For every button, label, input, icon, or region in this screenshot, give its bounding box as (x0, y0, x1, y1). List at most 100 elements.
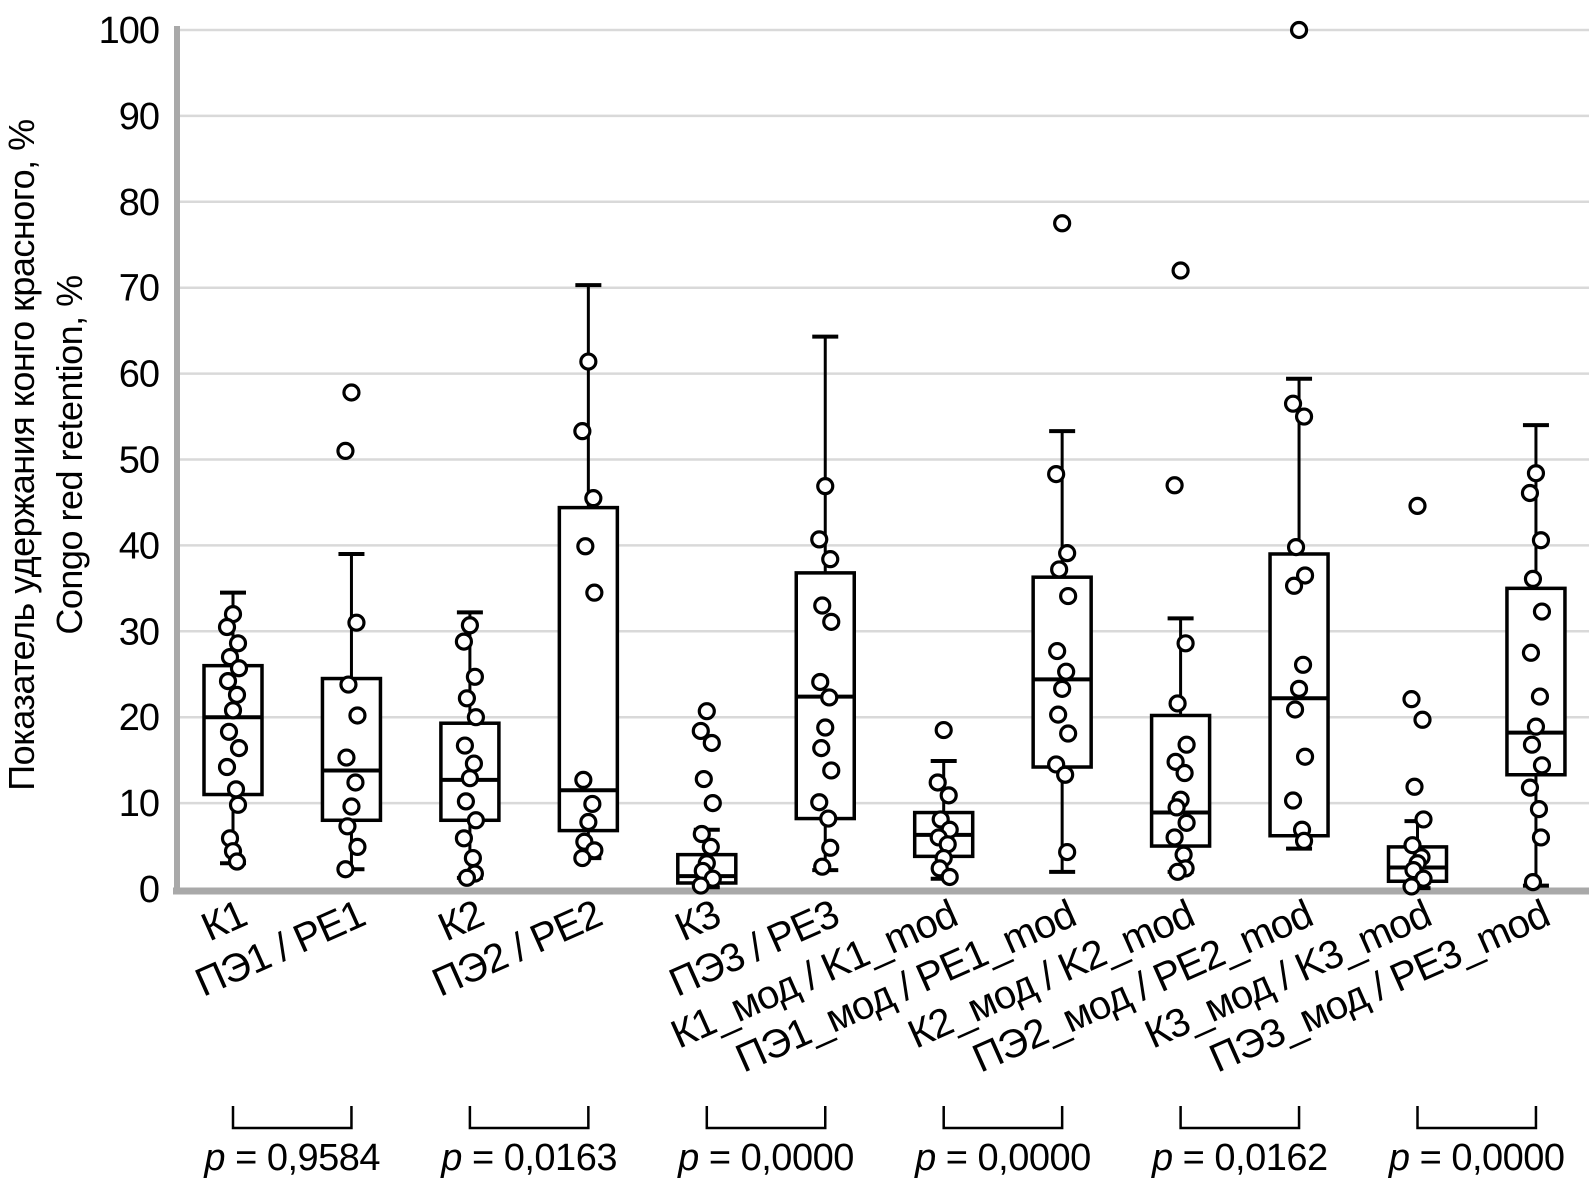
data-point (1523, 873, 1543, 892)
y-tick-label: 30 (119, 611, 159, 653)
p-value-label: p = 0,0000 (1388, 1137, 1565, 1179)
data-point (1529, 800, 1549, 819)
data-point (457, 689, 476, 708)
data-point (228, 634, 248, 653)
boxplot-11 (1386, 496, 1449, 896)
p-value-label: p = 0,0163 (440, 1137, 617, 1179)
data-point (822, 612, 841, 631)
data-point (460, 616, 479, 635)
data-point (1293, 655, 1313, 674)
data-point (1059, 724, 1078, 743)
data-point (1058, 842, 1077, 862)
data-point (466, 708, 485, 727)
data-point (455, 736, 474, 755)
data-point (697, 702, 716, 721)
data-point (336, 860, 355, 879)
data-point (1047, 465, 1066, 484)
data-point (466, 811, 485, 830)
p-value-label: p = 0,0000 (677, 1137, 854, 1179)
comparison-bracket (231, 1106, 353, 1130)
data-point (694, 769, 713, 789)
data-point (1520, 483, 1540, 503)
data-point (1167, 798, 1186, 817)
data-point (227, 852, 247, 871)
data-point (1294, 407, 1314, 426)
data-point (1405, 777, 1424, 796)
boxplot-3 (439, 610, 501, 887)
axes (173, 26, 1589, 895)
y-tick-label: 80 (119, 182, 159, 224)
data-point (811, 672, 830, 692)
data-point (703, 793, 722, 813)
data-point (1403, 836, 1422, 855)
y-tick-label: 60 (119, 354, 159, 396)
data-point (1283, 394, 1303, 413)
data-point (691, 721, 710, 741)
data-point (348, 837, 367, 857)
data-point (813, 596, 832, 615)
y-axis-title-en: Congo red retention, % (49, 275, 90, 634)
data-point (347, 613, 366, 632)
y-tick-label: 50 (119, 440, 159, 482)
data-point (1413, 710, 1432, 729)
data-point (1168, 862, 1187, 881)
boxplot-10 (1268, 20, 1330, 851)
data-point (821, 550, 840, 569)
data-point (465, 667, 484, 686)
boxplot-6 (794, 334, 856, 876)
data-point (229, 739, 249, 758)
data-point (584, 489, 603, 508)
data-point (1165, 476, 1184, 495)
data-point (336, 441, 355, 461)
data-point (579, 812, 598, 832)
data-point (460, 769, 479, 788)
y-tick-label: 70 (119, 268, 159, 310)
data-point (573, 848, 592, 868)
comparison-brackets: p = 0,9584 p = 0,0163 p = 0,0000 p = 0,0000… (203, 1106, 1565, 1179)
data-point (1171, 261, 1190, 280)
y-tick-label: 0 (139, 869, 159, 911)
data-point (338, 817, 357, 836)
comparison-bracket (1179, 1106, 1301, 1130)
y-tick-label: 40 (119, 525, 159, 567)
data-point (574, 770, 593, 790)
data-point (1294, 831, 1314, 850)
data-point (1177, 735, 1196, 754)
comparison-bracket (1416, 1106, 1538, 1130)
data-point (1048, 641, 1067, 661)
data-point (337, 748, 356, 767)
data-point (1057, 662, 1076, 681)
data-point (346, 773, 365, 792)
data-point (1522, 735, 1542, 754)
data-point (583, 794, 602, 814)
data-point (1053, 679, 1072, 698)
data-point (1176, 634, 1195, 653)
boxplot-4 (557, 283, 620, 868)
data-point (1408, 496, 1427, 515)
boxplot-8 (1031, 214, 1093, 874)
data-point (454, 829, 473, 848)
data-point (217, 617, 237, 637)
data-point (1289, 679, 1309, 698)
data-point (1050, 560, 1069, 579)
data-point (1295, 566, 1315, 585)
data-point (1532, 602, 1552, 621)
data-point (692, 824, 711, 844)
data-point (464, 754, 483, 773)
data-point (934, 720, 953, 740)
y-tick-label: 90 (119, 96, 159, 138)
comparison-bracket (468, 1106, 590, 1130)
box-rect (320, 676, 383, 823)
y-axis-title-ru: Показатель удержания конго красного, % (1, 119, 42, 790)
data-point (1295, 747, 1315, 766)
boxplot-5 (676, 702, 738, 895)
data-point (701, 837, 720, 857)
data-point (1059, 586, 1078, 606)
data-point (702, 733, 721, 753)
data-point (1177, 813, 1196, 832)
data-point (928, 773, 947, 792)
data-point (585, 583, 604, 602)
data-point (819, 809, 838, 828)
data-point (820, 688, 839, 707)
